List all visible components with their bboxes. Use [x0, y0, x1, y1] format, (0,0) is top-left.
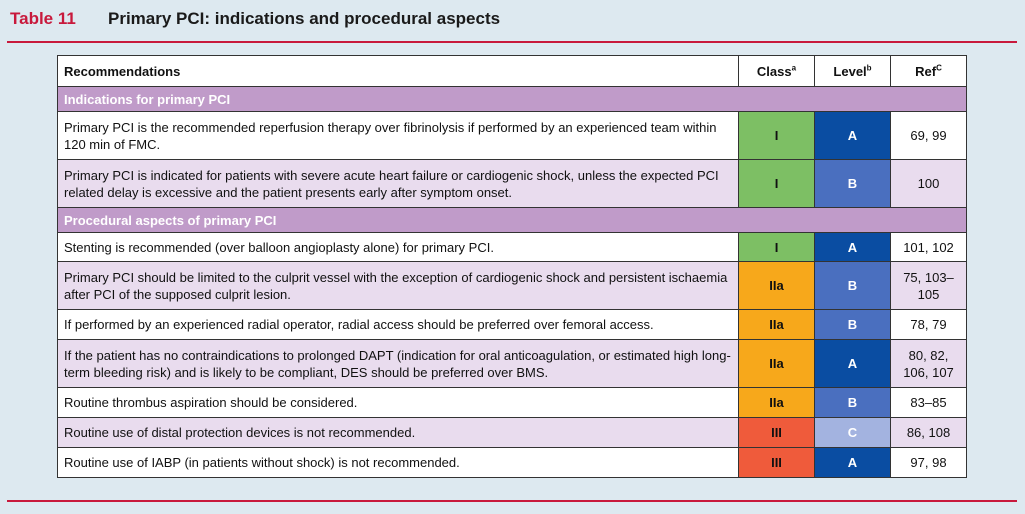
recommendation-text: Primary PCI is indicated for patients wi… — [57, 159, 739, 208]
ref-cell: 101, 102 — [890, 232, 967, 262]
level-cell: C — [814, 417, 891, 448]
top-rule — [7, 41, 1017, 43]
level-cell: A — [814, 111, 891, 160]
section-header-row: Procedural aspects of primary PCI — [57, 207, 967, 233]
class-cell: I — [738, 159, 815, 208]
table-row: Primary PCI is indicated for patients wi… — [57, 159, 967, 208]
table-number: Table 11 — [10, 9, 76, 28]
col-recommendations: Recommendations — [57, 55, 739, 87]
recommendations-table: Recommendations Classa Levelb RefC Indic… — [57, 55, 967, 478]
table-row: Stenting is recommended (over balloon an… — [57, 232, 967, 262]
class-cell: IIa — [738, 339, 815, 388]
table-row: If performed by an experienced radial op… — [57, 309, 967, 340]
class-cell: I — [738, 111, 815, 160]
recommendation-text: If the patient has no contraindications … — [57, 339, 739, 388]
ref-cell: 80, 82, 106, 107 — [890, 339, 967, 388]
level-cell: A — [814, 232, 891, 262]
ref-cell: 69, 99 — [890, 111, 967, 160]
level-cell: B — [814, 387, 891, 418]
table-row: If the patient has no contraindications … — [57, 339, 967, 388]
ref-cell: 78, 79 — [890, 309, 967, 340]
col-level: Levelb — [814, 55, 891, 87]
ref-cell: 75, 103–105 — [890, 261, 967, 310]
table-row: Primary PCI should be limited to the cul… — [57, 261, 967, 310]
level-cell: A — [814, 339, 891, 388]
section-title: Indications for primary PCI — [57, 86, 967, 112]
table-header: Table 11 Primary PCI: indications and pr… — [0, 0, 1025, 40]
class-cell: I — [738, 232, 815, 262]
recommendation-text: If performed by an experienced radial op… — [57, 309, 739, 340]
recommendation-text: Stenting is recommended (over balloon an… — [57, 232, 739, 262]
table-row: Routine thrombus aspiration should be co… — [57, 387, 967, 418]
ref-cell: 97, 98 — [890, 447, 967, 478]
section-title: Procedural aspects of primary PCI — [57, 207, 967, 233]
table-row: Routine use of distal protection devices… — [57, 417, 967, 448]
ref-cell: 100 — [890, 159, 967, 208]
table-title: Primary PCI: indications and procedural … — [108, 9, 501, 28]
ref-cell: 83–85 — [890, 387, 967, 418]
recommendation-text: Routine use of IABP (in patients without… — [57, 447, 739, 478]
level-cell: A — [814, 447, 891, 478]
recommendation-text: Routine use of distal protection devices… — [57, 417, 739, 448]
col-ref: RefC — [890, 55, 967, 87]
ref-cell: 86, 108 — [890, 417, 967, 448]
class-cell: III — [738, 447, 815, 478]
table-body: Indications for primary PCI Primary PCI i… — [57, 86, 967, 478]
level-cell: B — [814, 261, 891, 310]
section-header-row: Indications for primary PCI — [57, 86, 967, 112]
level-cell: B — [814, 159, 891, 208]
class-cell: IIa — [738, 261, 815, 310]
recommendation-text: Routine thrombus aspiration should be co… — [57, 387, 739, 418]
class-cell: IIa — [738, 309, 815, 340]
recommendation-text: Primary PCI is the recommended reperfusi… — [57, 111, 739, 160]
bottom-rule — [7, 500, 1017, 502]
col-class: Classa — [738, 55, 815, 87]
table-row: Primary PCI is the recommended reperfusi… — [57, 111, 967, 160]
column-header-row: Recommendations Classa Levelb RefC — [57, 55, 967, 87]
level-cell: B — [814, 309, 891, 340]
table-row: Routine use of IABP (in patients without… — [57, 447, 967, 478]
recommendation-text: Primary PCI should be limited to the cul… — [57, 261, 739, 310]
class-cell: III — [738, 417, 815, 448]
class-cell: IIa — [738, 387, 815, 418]
